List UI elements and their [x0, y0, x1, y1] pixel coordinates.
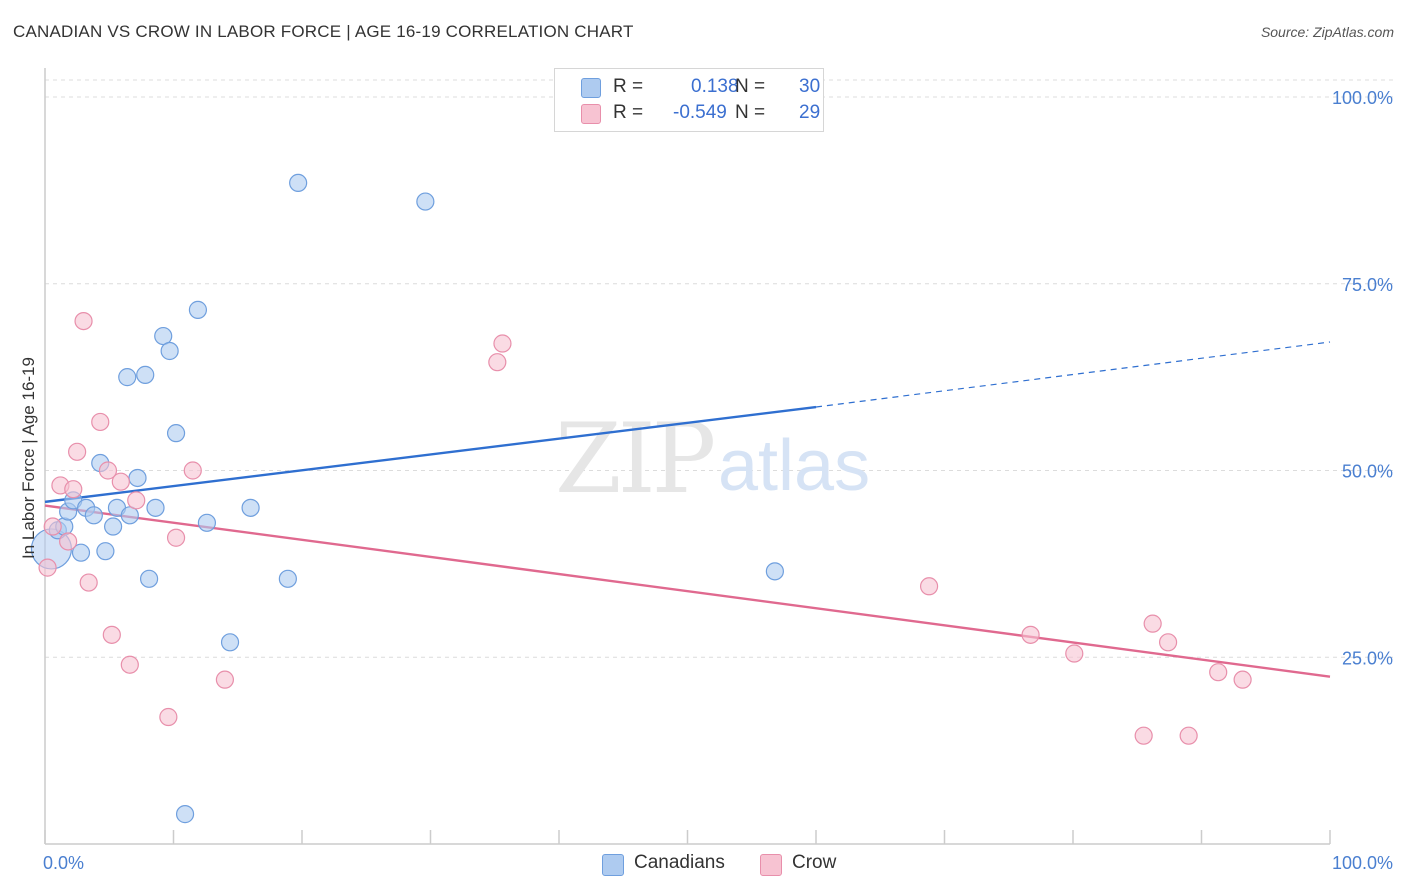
crow-point: [43, 517, 62, 536]
canadians-swatch: [581, 78, 601, 98]
crow-point: [1134, 726, 1153, 745]
r-label: R =: [613, 102, 644, 123]
crow-point: [1209, 663, 1228, 682]
canadians-point: [241, 498, 260, 517]
y-tick-label: 50.0%: [1342, 462, 1393, 482]
crow-point: [1021, 625, 1040, 644]
watermark-atlas: atlas: [718, 426, 870, 506]
r-label: R =: [613, 76, 644, 97]
gridlines: [45, 79, 1394, 658]
stats-legend: R = 0.138 N = 30 R = -0.549 N = 29: [554, 68, 824, 132]
crow-point: [38, 558, 57, 577]
canadians-point: [136, 365, 155, 384]
x-tick-label: 100.0%: [1332, 853, 1393, 873]
crow-point: [183, 461, 202, 480]
canadians-point: [175, 805, 195, 824]
source-label: Source: ZipAtlas.com: [1260, 24, 1394, 40]
canadians-point: [188, 300, 208, 319]
n-label: N =: [735, 102, 766, 123]
canadians-point: [765, 562, 784, 581]
canadians-point: [84, 506, 103, 525]
y-tick-label: 75.0%: [1342, 275, 1393, 295]
crow-point: [127, 491, 146, 510]
canadians-point: [278, 569, 297, 588]
crow-point: [59, 532, 78, 551]
crow-point: [493, 334, 512, 353]
canadians-point: [139, 569, 159, 588]
crow-point: [166, 528, 186, 547]
y-tick-label: 25.0%: [1342, 648, 1393, 668]
crow-point: [102, 625, 121, 644]
x-tick-label: 0.0%: [43, 853, 84, 873]
r-value: -0.549: [673, 102, 727, 123]
axes: [44, 68, 1331, 845]
crow-swatch: [760, 854, 782, 876]
canadians-point: [96, 542, 115, 561]
crow-point: [1158, 633, 1178, 652]
canadians-point: [104, 517, 123, 536]
y-tick-label: 100.0%: [1332, 88, 1393, 108]
crow-point: [64, 480, 83, 499]
watermark-zip: ZIP: [555, 403, 714, 515]
canadians-point: [146, 498, 165, 517]
crow-point: [98, 461, 118, 480]
legend-label: Canadians: [634, 852, 725, 873]
canadians-trend-line: [815, 341, 1331, 408]
r-value: 0.138: [691, 76, 739, 97]
crow-swatch: [581, 104, 601, 124]
canadians-swatch: [602, 854, 624, 876]
canadians-trend-line: [44, 405, 817, 504]
chart-title: CANADIAN VS CROW IN LABOR FORCE | AGE 16…: [13, 22, 634, 41]
data-points: [30, 173, 1252, 824]
crow-point: [91, 412, 110, 432]
crow-point: [919, 577, 939, 596]
crow-point: [1143, 614, 1162, 633]
crow-point: [159, 707, 178, 727]
n-value: 30: [799, 76, 821, 97]
canadians-point: [197, 513, 217, 532]
crow-point: [111, 472, 130, 491]
crow-point: [1065, 644, 1084, 663]
crow-point: [68, 442, 87, 461]
crow-point: [74, 312, 93, 331]
canadians-point: [128, 468, 147, 488]
crow-point: [215, 670, 234, 689]
n-value: 29: [799, 102, 821, 123]
crow-point: [79, 573, 98, 592]
legend-label: Crow: [792, 852, 837, 873]
trend-lines: [44, 341, 1331, 678]
canadians-point: [166, 424, 186, 443]
canadians-point: [71, 543, 91, 562]
crow-point: [120, 655, 139, 674]
crow-point: [1233, 670, 1252, 689]
tick-labels: 25.0% 50.0% 75.0% 100.0% 0.0% 100.0%: [43, 88, 1393, 873]
n-label: N =: [735, 76, 766, 97]
y-axis-label: In Labor Force | Age 16-19: [19, 357, 38, 559]
crow-trend-line: [44, 504, 1331, 678]
crow-point: [488, 353, 507, 372]
canadians-point: [289, 173, 308, 193]
canadians-point: [118, 368, 137, 387]
canadians-point: [160, 341, 179, 361]
crow-point: [1179, 726, 1198, 745]
canadians-point: [220, 633, 240, 652]
canadians-point: [416, 192, 435, 211]
